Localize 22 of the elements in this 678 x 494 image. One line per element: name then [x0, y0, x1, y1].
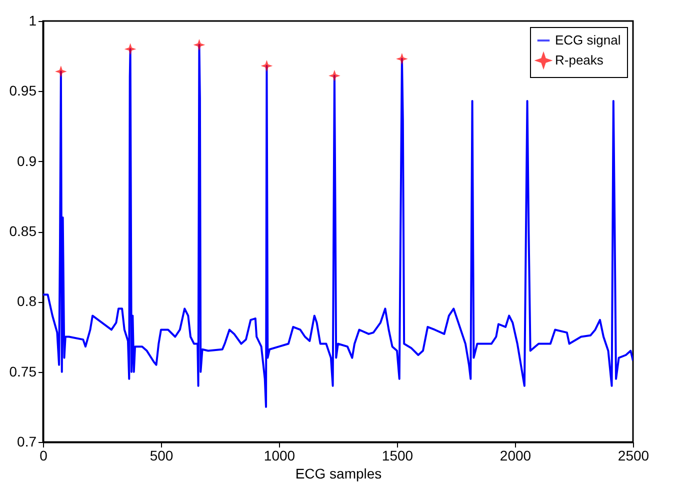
x-tick-label: 500 [150, 448, 174, 464]
point [260, 60, 273, 72]
y-tick-label: 0.85 [9, 223, 37, 239]
x-tick-label: 2500 [618, 448, 650, 464]
y-tick-label: 0.9 [17, 152, 37, 169]
point [193, 38, 206, 51]
point [328, 70, 340, 82]
point [124, 43, 136, 55]
x-tick-label: 1500 [382, 448, 414, 464]
point [55, 66, 67, 78]
x-tick-label: 1000 [264, 448, 296, 464]
y-tick-label: 0.75 [9, 363, 37, 380]
x-axis-title: ECG samples [295, 466, 382, 482]
y-tick-label: 0.95 [9, 82, 37, 99]
y-tick-label: 1 [28, 12, 37, 28]
legend-label: R-peaks [555, 52, 604, 68]
legend-label: ECG signal [555, 32, 621, 48]
y-tick-label: 0.7 [17, 434, 37, 450]
y-tick-label: 0.8 [17, 293, 37, 310]
x-tick-label: 2000 [500, 448, 532, 464]
point [396, 52, 408, 65]
x-tick-label: 0 [40, 448, 48, 464]
